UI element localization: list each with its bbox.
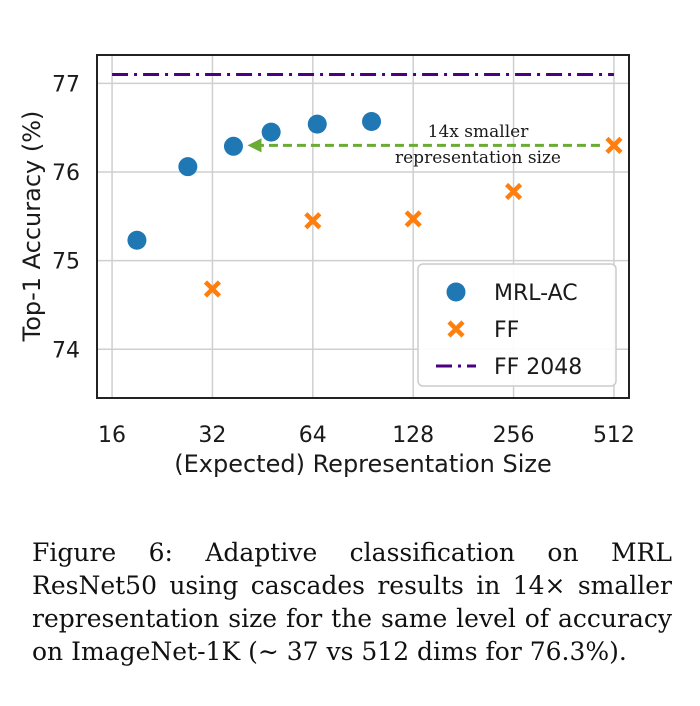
legend-ff-marker — [447, 320, 465, 338]
plot-frame — [96, 54, 630, 399]
data-points — [127, 111, 623, 298]
legend-ff-2048-label: FF 2048 — [494, 355, 582, 380]
x-tick-label: 128 — [392, 423, 434, 448]
legend-mrl-ac-label: MRL-AC — [494, 281, 578, 306]
y-axis-label: Top-1 Accuracy (%) — [18, 111, 46, 343]
mrl-ac-point — [307, 114, 327, 134]
annotation-arrow — [247, 138, 600, 153]
y-tick-label: 75 — [52, 250, 80, 275]
x-tick-label: 64 — [299, 423, 327, 448]
annotation-arrow-head — [247, 138, 262, 153]
x-tick-label: 512 — [593, 423, 635, 448]
figure-caption: Figure 6: Adaptive classification on MRL… — [32, 538, 672, 666]
x-tick-label: 256 — [493, 423, 535, 448]
x-axis-label: (Expected) Representation Size — [174, 450, 552, 478]
ff-point — [404, 210, 422, 228]
y-tick-label: 74 — [52, 338, 80, 363]
legend: MRL-AC FF FF 2048 — [417, 263, 617, 387]
y-tick-label: 76 — [52, 161, 80, 186]
legend-box — [417, 263, 617, 387]
grid — [97, 55, 629, 398]
mrl-ac-point — [362, 111, 382, 131]
ff-point — [304, 212, 322, 230]
annotation-line-2: representation size — [395, 148, 561, 168]
mrl-ac-point — [178, 157, 198, 177]
annotation-line-1: 14x smaller — [428, 122, 530, 142]
y-tick-label: 77 — [52, 72, 80, 97]
scatter-chart: 16 32 64 128 256 512 74 75 76 77 14x smaller rep… — [18, 54, 635, 478]
x-tick-labels: 16 32 64 128 256 512 — [98, 423, 635, 448]
ff-point — [605, 136, 623, 154]
x-tick-label: 32 — [198, 423, 226, 448]
mrl-ac-point — [223, 136, 243, 156]
ff-point — [203, 280, 222, 298]
legend-mrl-ac-marker — [446, 282, 466, 302]
ff-point — [504, 182, 523, 201]
mrl-ac-point — [127, 230, 147, 250]
annotation-text: 14x smaller representation size — [395, 122, 561, 168]
x-tick-label: 16 — [98, 423, 126, 448]
mrl-ac-point — [261, 122, 281, 142]
legend-ff-label: FF — [494, 318, 519, 343]
y-tick-labels: 74 75 76 77 — [52, 72, 80, 363]
